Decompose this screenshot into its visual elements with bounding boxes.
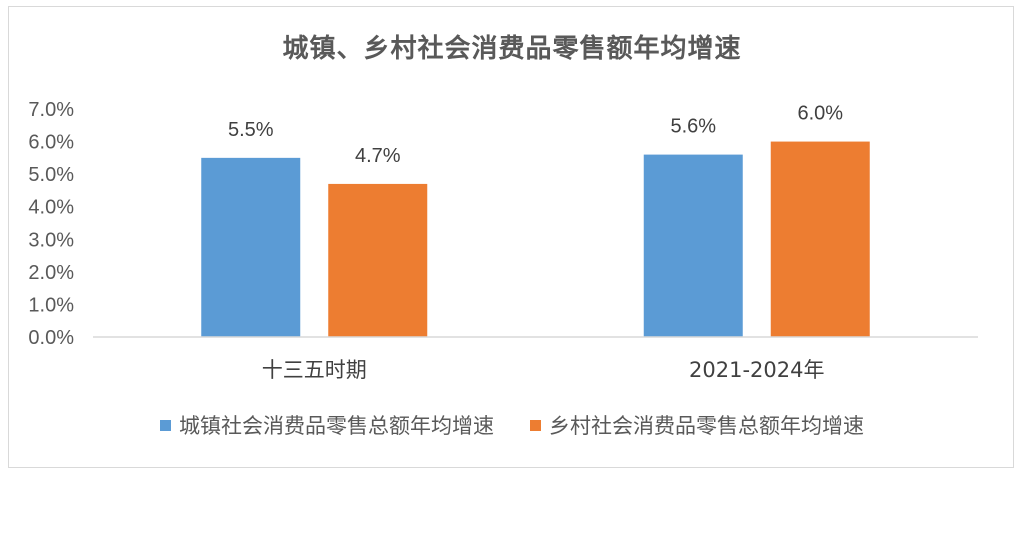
data-label: 5.6% (670, 116, 716, 138)
y-tick-label: 7.0% (28, 99, 74, 121)
y-tick-label: 1.0% (28, 294, 74, 316)
data-label: 4.7% (355, 145, 401, 167)
y-tick-label: 5.0% (28, 164, 74, 186)
legend-item-urban: 城镇社会消费品零售总额年均增速 (160, 410, 494, 440)
y-tick-label: 4.0% (28, 197, 74, 219)
chart-legend: 城镇社会消费品零售总额年均增速 乡村社会消费品零售总额年均增速 (0, 410, 1024, 440)
bar (328, 183, 428, 337)
legend-swatch-urban (160, 419, 171, 431)
data-label: 5.5% (228, 119, 274, 141)
bar (770, 141, 870, 337)
x-tick-label: 2021-2024年 (689, 358, 824, 382)
legend-label-urban: 城镇社会消费品零售总额年均增速 (179, 414, 494, 438)
bar (643, 154, 743, 337)
bar (201, 157, 301, 337)
y-tick-label: 6.0% (28, 132, 74, 154)
y-tick-label: 3.0% (28, 229, 74, 251)
legend-swatch-rural (530, 419, 541, 431)
legend-label-rural: 乡村社会消费品零售总额年均增速 (549, 414, 864, 438)
y-tick-label: 0.0% (28, 327, 74, 349)
data-label: 6.0% (797, 103, 843, 125)
y-tick-label: 2.0% (28, 262, 74, 284)
x-tick-label: 十三五时期 (262, 358, 367, 382)
legend-item-rural: 乡村社会消费品零售总额年均增速 (530, 410, 864, 440)
chart-title: 城镇、乡村社会消费品零售额年均增速 (282, 34, 742, 64)
